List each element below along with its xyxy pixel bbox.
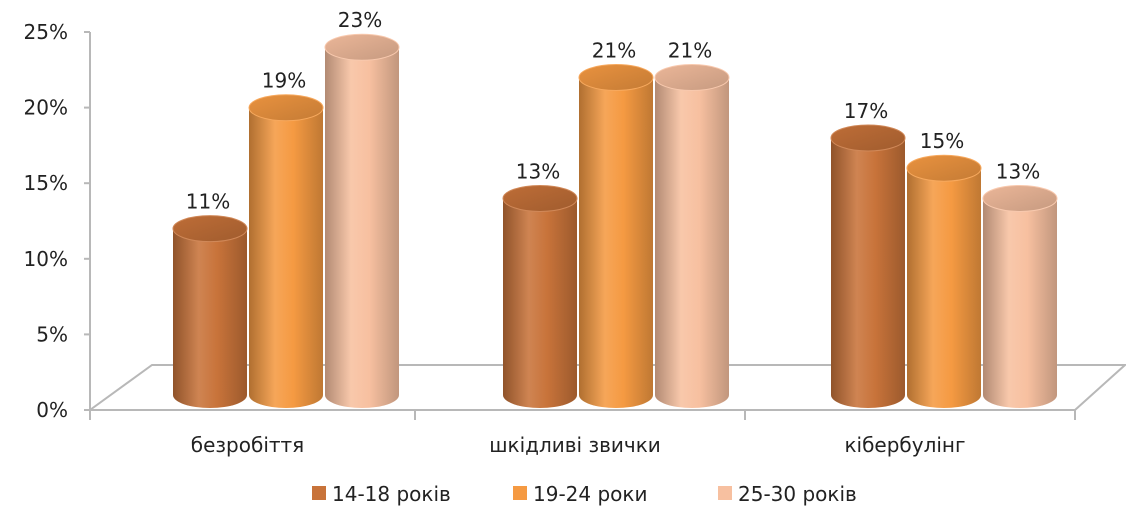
data-label: 15% <box>920 129 964 153</box>
data-label: 21% <box>592 38 636 62</box>
data-labels: 11% 19% 23% 13% 21% 21% 17% 15% 13% <box>186 8 1040 213</box>
bar-top <box>324 33 400 61</box>
bar-top <box>578 63 654 91</box>
bar-body <box>249 107 323 408</box>
data-label: 13% <box>516 159 560 183</box>
bar-body <box>907 168 981 408</box>
bar-top <box>906 154 982 182</box>
data-label: 19% <box>262 69 306 93</box>
bar-body <box>831 137 905 408</box>
bar <box>578 63 654 408</box>
bar-top <box>830 124 906 152</box>
bar <box>172 215 248 408</box>
bar-body <box>173 228 247 408</box>
data-label: 11% <box>186 190 230 214</box>
bar <box>248 94 324 408</box>
legend: 14-18 років 19-24 роки 25-30 років <box>312 482 857 506</box>
axes: 0% 5% 10% 15% 20% 25% безробіття шкідливі звичк… <box>24 20 1126 457</box>
bar-top <box>248 94 324 122</box>
bar-top <box>172 215 248 243</box>
bar <box>502 184 578 408</box>
data-label: 23% <box>338 8 382 32</box>
y-tick-label: 0% <box>36 398 68 422</box>
y-tick-label: 5% <box>36 322 68 346</box>
legend-label: 25-30 років <box>738 482 857 506</box>
x-tick-label: безробіття <box>191 433 304 457</box>
bar-body <box>325 47 399 409</box>
bar-top <box>502 184 578 212</box>
bar-body <box>983 198 1057 408</box>
legend-label: 14-18 років <box>332 482 451 506</box>
bar-top <box>654 63 730 91</box>
y-tick-label: 10% <box>24 247 68 271</box>
y-tick-label: 25% <box>24 20 68 44</box>
x-tick-label: шкідливі звички <box>489 433 661 457</box>
y-tick-label: 15% <box>24 171 68 195</box>
bar <box>324 33 400 409</box>
bar <box>830 124 906 408</box>
legend-swatch <box>312 486 326 500</box>
x-tick-label: кібербулінг <box>844 433 965 457</box>
bar <box>906 154 982 408</box>
legend-label: 19-24 роки <box>533 482 647 506</box>
legend-swatch <box>718 486 732 500</box>
bars <box>172 33 1058 409</box>
data-label: 17% <box>844 99 888 123</box>
bar <box>982 184 1058 408</box>
bar <box>654 63 730 408</box>
bar-body <box>655 77 729 408</box>
bar-top <box>982 184 1058 212</box>
bar-body <box>503 198 577 408</box>
data-label: 21% <box>668 38 712 62</box>
legend-swatch <box>513 486 527 500</box>
bar-body <box>579 77 653 408</box>
data-label: 13% <box>996 159 1040 183</box>
y-tick-label: 20% <box>24 96 68 120</box>
